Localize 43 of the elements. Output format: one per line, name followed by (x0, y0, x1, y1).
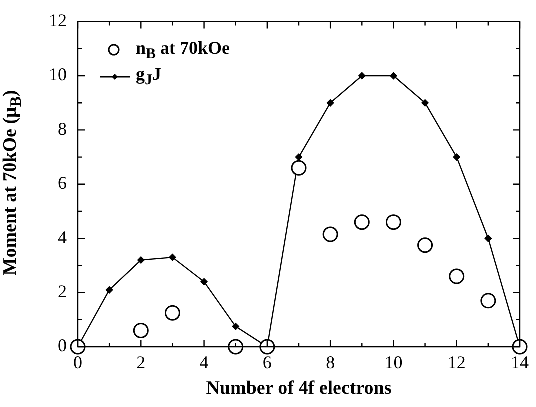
point (133, 322, 149, 338)
y-tick-label: 12 (49, 10, 67, 31)
x-tick-label: 14 (511, 352, 529, 373)
x-tick-label: 6 (262, 352, 272, 373)
y-tick-label: 6 (58, 173, 67, 194)
point (70, 339, 86, 355)
point (422, 100, 429, 107)
y-tick-label: 4 (58, 227, 67, 248)
point (169, 254, 176, 262)
point (228, 339, 244, 355)
point (512, 339, 528, 355)
x-tick-label: 10 (384, 352, 403, 373)
x-tick-label: 12 (448, 352, 466, 373)
point (354, 214, 370, 230)
point (200, 278, 208, 286)
point (322, 226, 338, 242)
x-tick-label: 0 (74, 352, 82, 373)
x-tick-label: 4 (200, 352, 209, 373)
point (453, 154, 460, 161)
y-tick-label: 8 (58, 118, 67, 139)
point (106, 286, 114, 294)
point (138, 256, 145, 264)
point (449, 268, 465, 284)
point (326, 100, 334, 107)
y-tick-label: 0 (58, 336, 67, 356)
point (480, 293, 496, 309)
point (260, 339, 276, 355)
point (418, 238, 434, 254)
point (386, 214, 402, 230)
point (484, 235, 492, 242)
y-tick-label: 10 (49, 64, 67, 85)
legend-label: n$_{B}$ at 70kOe (136, 38, 230, 64)
point (390, 72, 398, 80)
point (295, 154, 303, 161)
point (358, 72, 366, 80)
point (291, 160, 307, 176)
point (232, 323, 240, 330)
y-tick-label: 2 (58, 282, 67, 302)
x-tick-label: 2 (136, 352, 146, 373)
point (164, 305, 180, 321)
legend-label: g$_{J}$J (136, 64, 162, 90)
x-axis-title: Number of 4f electrons (205, 378, 393, 400)
x-tick-label: 8 (326, 352, 336, 373)
